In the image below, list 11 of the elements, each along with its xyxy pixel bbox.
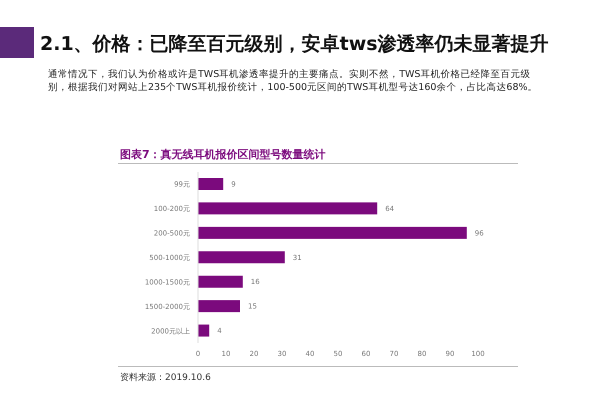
- chart-title: 2.1、价格：已降至百元级别，安卓tws渗透率仍未显著提升: [40, 32, 549, 57]
- bar: [198, 178, 224, 190]
- text: 资料来源：2019.10.6: [120, 372, 211, 384]
- text: 图表7：真无线耳机报价区间型号数量统计: [120, 147, 326, 162]
- bar: [198, 202, 378, 214]
- bar: [198, 251, 285, 264]
- bar: [198, 324, 210, 337]
- bar: [198, 300, 240, 312]
- bar: [198, 226, 467, 239]
- chart-subtitle: 通常情况下，我们认为价格或许是TWS耳机渗透率提升的主要痛点。实则不然，TWS耳机价格已经降至百元级别，根据我们对网站上235个TWS耳机报价统计，100-500元区间的TWS耳机型号达160余个，占比高达68%。: [48, 68, 539, 94]
- bar: [198, 276, 243, 288]
